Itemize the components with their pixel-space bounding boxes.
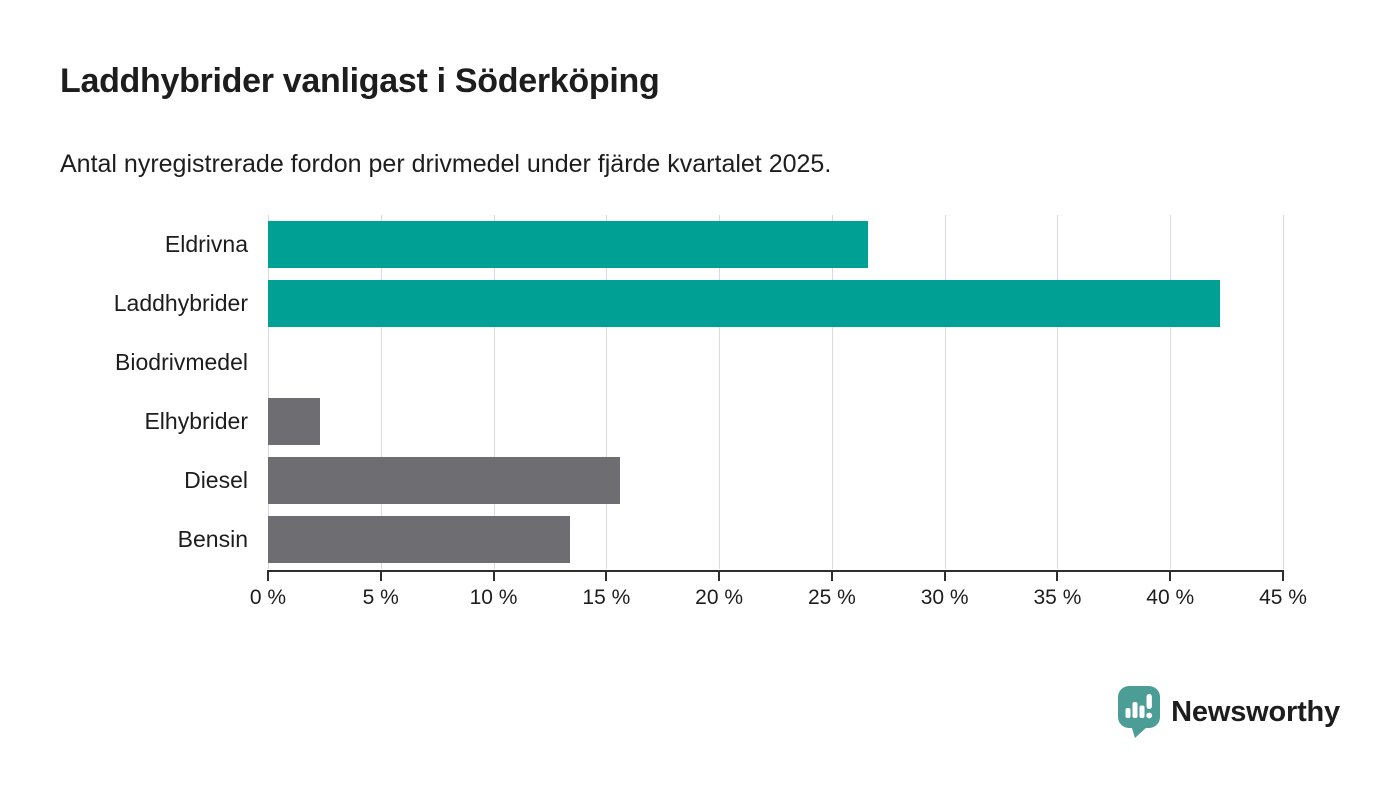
x-axis-tick <box>1169 572 1172 581</box>
x-axis-tick <box>943 572 946 581</box>
plot-area <box>268 215 1284 569</box>
bar-row: Eldrivna <box>0 215 1400 274</box>
gridline <box>493 215 495 569</box>
newsworthy-logo: Newsworthy <box>1117 686 1340 738</box>
x-axis-tick-label: 15 % <box>582 586 631 609</box>
x-axis-tick-label: 20 % <box>695 586 744 609</box>
x-axis-tick <box>605 572 608 581</box>
bar-row: Biodrivmedel <box>0 333 1400 392</box>
gridline <box>1057 215 1059 569</box>
bar <box>268 221 868 268</box>
gridline <box>606 215 608 569</box>
x-axis-tick-label: 40 % <box>1146 586 1195 609</box>
speech-bubble-bar-chart-icon <box>1118 686 1161 738</box>
x-axis-tick-label: 0 % <box>249 586 287 609</box>
bar <box>268 516 571 563</box>
x-axis-tick <box>830 572 833 581</box>
bar-row: Diesel <box>0 451 1400 510</box>
x-axis-tick-labels: 0 % 5 % 10 % 15 % 20 % 25 % 30 % 35 % 40 % 45 % <box>250 586 1307 614</box>
gridline <box>268 215 269 569</box>
x-axis-tick-label: 5 % <box>362 586 399 609</box>
bar <box>268 398 320 445</box>
bar-label: Diesel <box>184 467 248 493</box>
x-axis-ticks <box>267 572 1284 581</box>
chart-subtitle: Antal nyregistrerade fordon per drivmede… <box>60 150 832 178</box>
newsworthy-logo-text: Newsworthy <box>1171 695 1340 728</box>
chart-title: Laddhybrider vanligast i Söderköping <box>60 62 660 100</box>
x-axis-tick <box>379 572 382 581</box>
bar-label: Laddhybrider <box>113 290 248 316</box>
gridline <box>1283 215 1284 569</box>
x-axis-tick-label: 45 % <box>1259 586 1307 609</box>
bar-row: Bensin <box>0 510 1400 569</box>
gridline <box>380 215 382 569</box>
bar-label: Bensin <box>177 526 248 552</box>
x-axis-tick <box>1056 572 1059 581</box>
bar-label: Elhybrider <box>144 408 248 434</box>
gridline <box>831 215 833 569</box>
gridline <box>719 215 721 569</box>
x-axis-tick-label: 10 % <box>469 586 518 609</box>
bar-row: Elhybrider <box>0 392 1400 451</box>
x-axis-tick-label: 25 % <box>807 586 856 609</box>
gridline <box>1170 215 1172 569</box>
bar <box>268 457 620 504</box>
bar-label: Eldrivna <box>164 231 248 257</box>
x-axis-tick <box>492 572 495 581</box>
x-axis-tick <box>1282 572 1284 581</box>
x-axis-tick <box>267 572 269 581</box>
bar <box>268 280 1220 327</box>
bar-row: Laddhybrider <box>0 274 1400 333</box>
x-axis-tick-label: 35 % <box>1033 586 1082 609</box>
x-axis-line <box>267 570 1284 572</box>
x-axis-tick-label: 30 % <box>920 586 969 609</box>
bar-label: Biodrivmedel <box>115 349 248 375</box>
gridline <box>944 215 946 569</box>
newsworthy-logo-icon <box>1117 686 1161 738</box>
x-axis-tick <box>718 572 721 581</box>
bar-rows: Eldrivna Laddhybrider Biodrivmedel Elhybrid… <box>0 215 1400 569</box>
